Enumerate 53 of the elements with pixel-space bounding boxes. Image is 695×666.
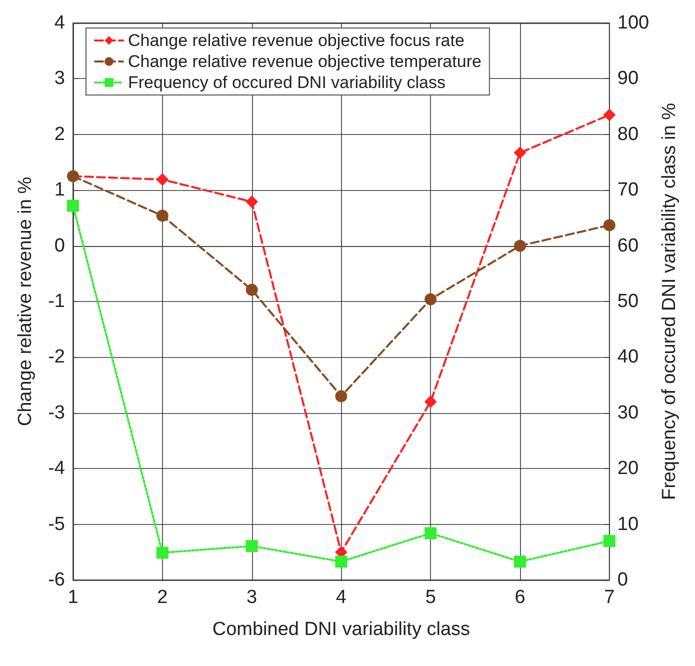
point (246, 540, 258, 552)
point (246, 284, 258, 296)
legend-label: Change relative revenue objective temperature (128, 52, 482, 71)
point (246, 196, 258, 208)
point (603, 219, 616, 232)
x-tick-label: 6 (514, 587, 526, 608)
y2-tick-label: 50 (617, 291, 639, 312)
y-tick-label: -3 (48, 402, 65, 424)
point (156, 174, 168, 186)
point (603, 535, 616, 548)
point (156, 546, 168, 559)
x-axis-title: Combined DNI variability class (212, 619, 470, 640)
point (514, 556, 526, 568)
x-tick-label: 5 (425, 587, 436, 608)
x-tick-label: 7 (604, 587, 615, 608)
point (603, 108, 616, 121)
point (514, 240, 526, 252)
y-tick-label: 4 (54, 12, 66, 34)
y-tick-label: 3 (54, 68, 65, 90)
point (424, 293, 437, 306)
y2-tick-label: 60 (617, 235, 639, 256)
point (67, 200, 79, 212)
legend-label: Frequency of occured DNI variability class (128, 73, 446, 92)
y-tick-label: -6 (48, 570, 65, 590)
point (424, 396, 437, 408)
x-tick-label: 2 (157, 587, 168, 608)
point (424, 527, 437, 540)
legend-label: Change relative revenue objective focus rate (128, 31, 464, 50)
x-tick-label: 3 (246, 587, 258, 608)
y-tick-label: -1 (48, 291, 65, 312)
y2-tick-label: 40 (617, 346, 639, 368)
y2-tick-label: 90 (617, 68, 639, 90)
y-tick-label: -5 (48, 514, 65, 535)
point (335, 390, 348, 402)
y2-axis-title: Frequency of occured DNI variability class in % (659, 102, 680, 500)
y-axis-title: Change relative revenue in % (15, 176, 36, 426)
point (514, 146, 526, 159)
y-tick-label: 2 (54, 124, 65, 145)
y2-tick-label: 100 (617, 12, 650, 34)
y-tick-label: 1 (54, 180, 65, 201)
y2-tick-label: 20 (617, 458, 639, 480)
y-tick-label: 0 (54, 235, 65, 256)
y2-tick-label: 10 (617, 514, 639, 535)
y-tick-label: -2 (48, 346, 65, 368)
point (156, 210, 168, 222)
point (335, 556, 348, 568)
x-tick-label: 4 (336, 587, 347, 608)
y-tick-label: -4 (48, 458, 66, 480)
y2-tick-label: 70 (617, 180, 639, 201)
y2-tick-label: 0 (617, 570, 628, 590)
x-tick-label: 1 (68, 587, 78, 608)
y2-tick-label: 30 (617, 402, 639, 424)
y2-tick-label: 80 (617, 124, 639, 145)
